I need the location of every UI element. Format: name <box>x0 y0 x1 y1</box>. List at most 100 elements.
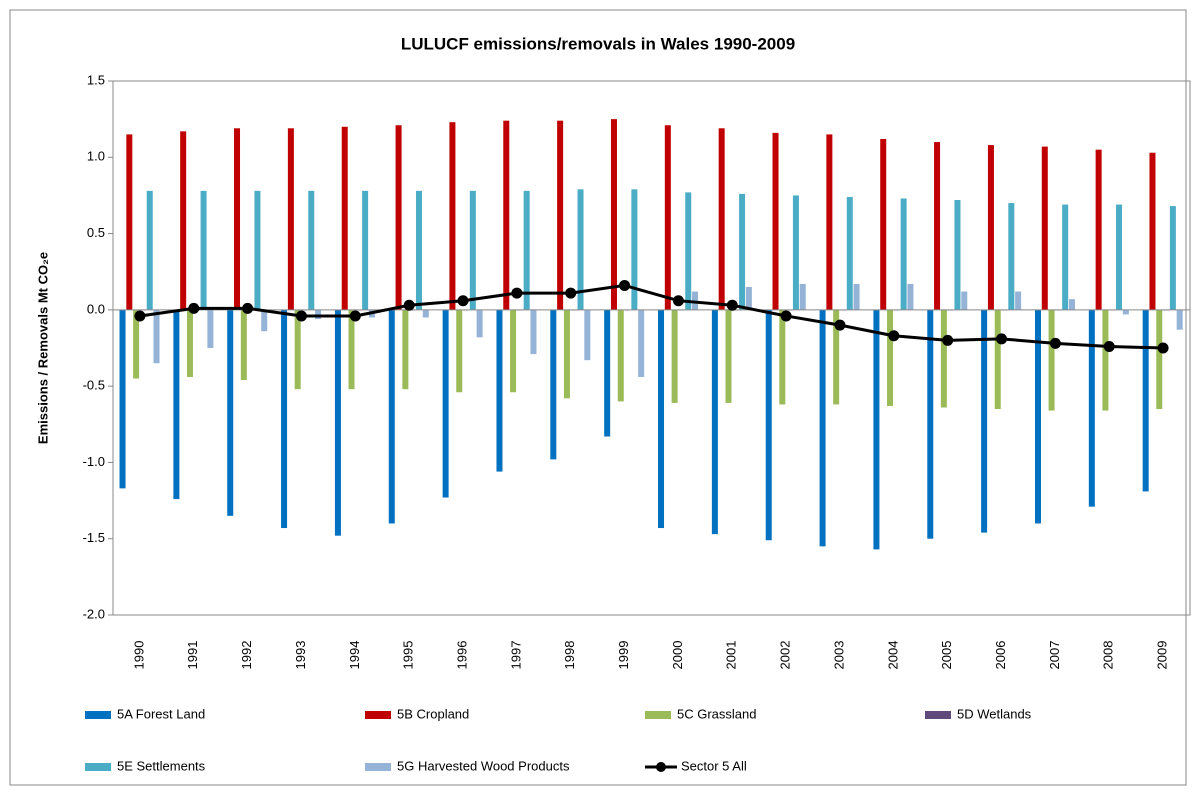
x-tick-label: 1999 <box>616 641 631 670</box>
bar <box>799 283 806 310</box>
bar <box>476 309 483 338</box>
bar <box>610 119 617 310</box>
x-tick-label: 2001 <box>724 641 739 670</box>
bar <box>422 309 429 318</box>
chart-title: LULUCF emissions/removals in Wales 1990-… <box>401 34 795 53</box>
bar <box>200 190 207 310</box>
bar <box>631 189 638 310</box>
x-tick-label: 2009 <box>1155 641 1170 670</box>
bar <box>739 193 746 310</box>
bar <box>907 283 914 310</box>
line-marker <box>672 295 684 307</box>
bar <box>604 309 611 437</box>
bar <box>1034 309 1041 524</box>
x-tick-label: 2007 <box>1047 641 1062 670</box>
bar <box>887 309 894 406</box>
bar <box>1142 309 1149 492</box>
legend-swatch <box>85 763 111 771</box>
legend-marker <box>656 762 666 772</box>
legend-item: 5E Settlements <box>85 758 206 773</box>
legend-label: 5C Grassland <box>677 706 756 721</box>
bar <box>954 200 961 310</box>
line-marker <box>349 310 361 322</box>
y-tick-label: 0.0 <box>87 301 105 316</box>
y-axis-label: Emissions / Removals Mt CO₂e <box>35 252 50 444</box>
bar <box>133 309 140 379</box>
bar <box>1088 309 1095 507</box>
bar <box>853 283 860 310</box>
line-marker <box>1049 337 1061 349</box>
bar <box>442 309 449 498</box>
bar <box>281 309 288 529</box>
line <box>139 283 1164 350</box>
x-tick-label: 1995 <box>401 641 416 670</box>
bar <box>348 309 355 390</box>
legend-swatch <box>365 711 391 719</box>
bar <box>207 309 214 348</box>
bar <box>341 126 348 310</box>
bar <box>577 189 584 310</box>
bar <box>449 122 456 310</box>
x-tick-label: 1991 <box>185 641 200 670</box>
bar <box>1095 149 1102 310</box>
bar <box>395 125 402 310</box>
line-marker <box>780 310 792 322</box>
bar <box>934 142 941 310</box>
line-marker <box>242 302 254 314</box>
legend-swatch <box>85 711 111 719</box>
bar <box>1048 309 1055 411</box>
bar <box>1015 291 1022 310</box>
bar <box>1149 152 1156 310</box>
x-tick-label: 1994 <box>347 641 362 670</box>
bar <box>981 309 988 533</box>
bar <box>961 291 968 310</box>
legend-item: Sector 5 All <box>645 758 747 773</box>
legend-swatch <box>645 711 671 719</box>
legend-label: 5G Harvested Wood Products <box>397 758 570 773</box>
bar <box>826 134 833 310</box>
bar <box>153 309 160 364</box>
bar <box>334 309 341 536</box>
bar <box>173 309 180 500</box>
x-tick-label: 1993 <box>293 641 308 670</box>
line-marker <box>295 310 307 322</box>
bar <box>900 198 907 310</box>
line-marker <box>1103 340 1115 352</box>
bar <box>227 309 234 516</box>
legend-item: 5C Grassland <box>645 706 756 721</box>
y-tick-label: -1.0 <box>83 454 105 469</box>
x-tick-label: 1998 <box>562 641 577 670</box>
bar <box>388 309 395 524</box>
bar <box>308 190 315 310</box>
legend-item: 5A Forest Land <box>85 706 205 721</box>
bar <box>563 309 570 399</box>
bar <box>833 309 840 405</box>
line-marker <box>457 295 469 307</box>
line-marker <box>996 333 1008 345</box>
line-marker <box>403 299 415 311</box>
legend-label: 5B Cropland <box>397 706 469 721</box>
bar <box>711 309 718 535</box>
bar <box>927 309 934 539</box>
y-tick-label: -1.5 <box>83 530 105 545</box>
legend-label: 5E Settlements <box>117 758 206 773</box>
bar <box>1116 204 1123 310</box>
bar <box>1122 309 1129 315</box>
bar <box>550 309 557 460</box>
legend-label: 5A Forest Land <box>117 706 205 721</box>
x-tick-label: 2002 <box>778 641 793 670</box>
x-tick-label: 1997 <box>508 641 523 670</box>
bar <box>261 309 268 332</box>
y-tick-label: 1.0 <box>87 149 105 164</box>
bar <box>1008 203 1015 310</box>
bar <box>503 120 510 310</box>
bar <box>180 131 187 310</box>
y-tick-label: -0.5 <box>83 378 105 393</box>
bar <box>745 286 752 310</box>
bar <box>1176 309 1183 330</box>
bar <box>469 190 476 310</box>
plot-border <box>112 80 1191 616</box>
line-marker <box>134 310 146 322</box>
x-tick-label: 1990 <box>131 641 146 670</box>
